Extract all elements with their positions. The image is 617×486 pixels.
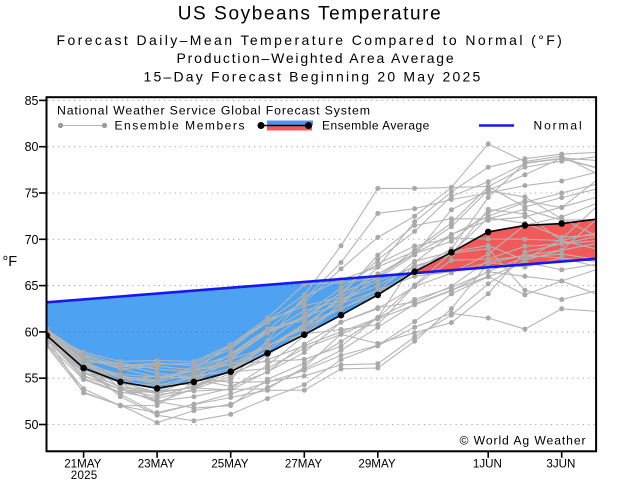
svg-text:US Soybeans Temperature: US Soybeans Temperature (178, 3, 443, 24)
svg-text:60: 60 (25, 325, 39, 339)
svg-text:1JUN: 1JUN (473, 458, 502, 471)
svg-text:50: 50 (25, 418, 39, 432)
svg-text:85: 85 (25, 94, 39, 108)
svg-text:2025: 2025 (71, 469, 98, 482)
svg-text:3JUN: 3JUN (546, 458, 575, 471)
svg-text:15–Day Forecast Beginning 20 M: 15–Day Forecast Beginning 20 May 2025 (143, 69, 482, 85)
svg-text:23MAY: 23MAY (138, 458, 175, 471)
svg-text:Ensemble Members: Ensemble Members (115, 119, 247, 133)
svg-text:Production–Weighted Area Avera: Production–Weighted Area Average (177, 50, 456, 66)
svg-text:25MAY: 25MAY (211, 458, 248, 471)
svg-text:°F: °F (3, 254, 18, 270)
svg-text:Forecast Daily–Mean Temperatur: Forecast Daily–Mean Temperature Compared… (57, 32, 565, 48)
svg-text:National Weather Service Globa: National Weather Service Global Forecast… (57, 103, 371, 117)
svg-text:27MAY: 27MAY (285, 458, 322, 471)
svg-text:21MAY: 21MAY (64, 458, 101, 471)
svg-text:29MAY: 29MAY (358, 458, 395, 471)
svg-text:75: 75 (25, 187, 39, 201)
svg-text:80: 80 (25, 140, 39, 154)
svg-text:Normal: Normal (534, 119, 584, 133)
svg-text:Ensemble Average: Ensemble Average (322, 119, 430, 133)
svg-text:70: 70 (25, 233, 39, 247)
svg-text:65: 65 (25, 279, 39, 293)
svg-text:55: 55 (25, 372, 39, 386)
svg-text:© World Ag Weather: © World Ag Weather (459, 434, 586, 448)
